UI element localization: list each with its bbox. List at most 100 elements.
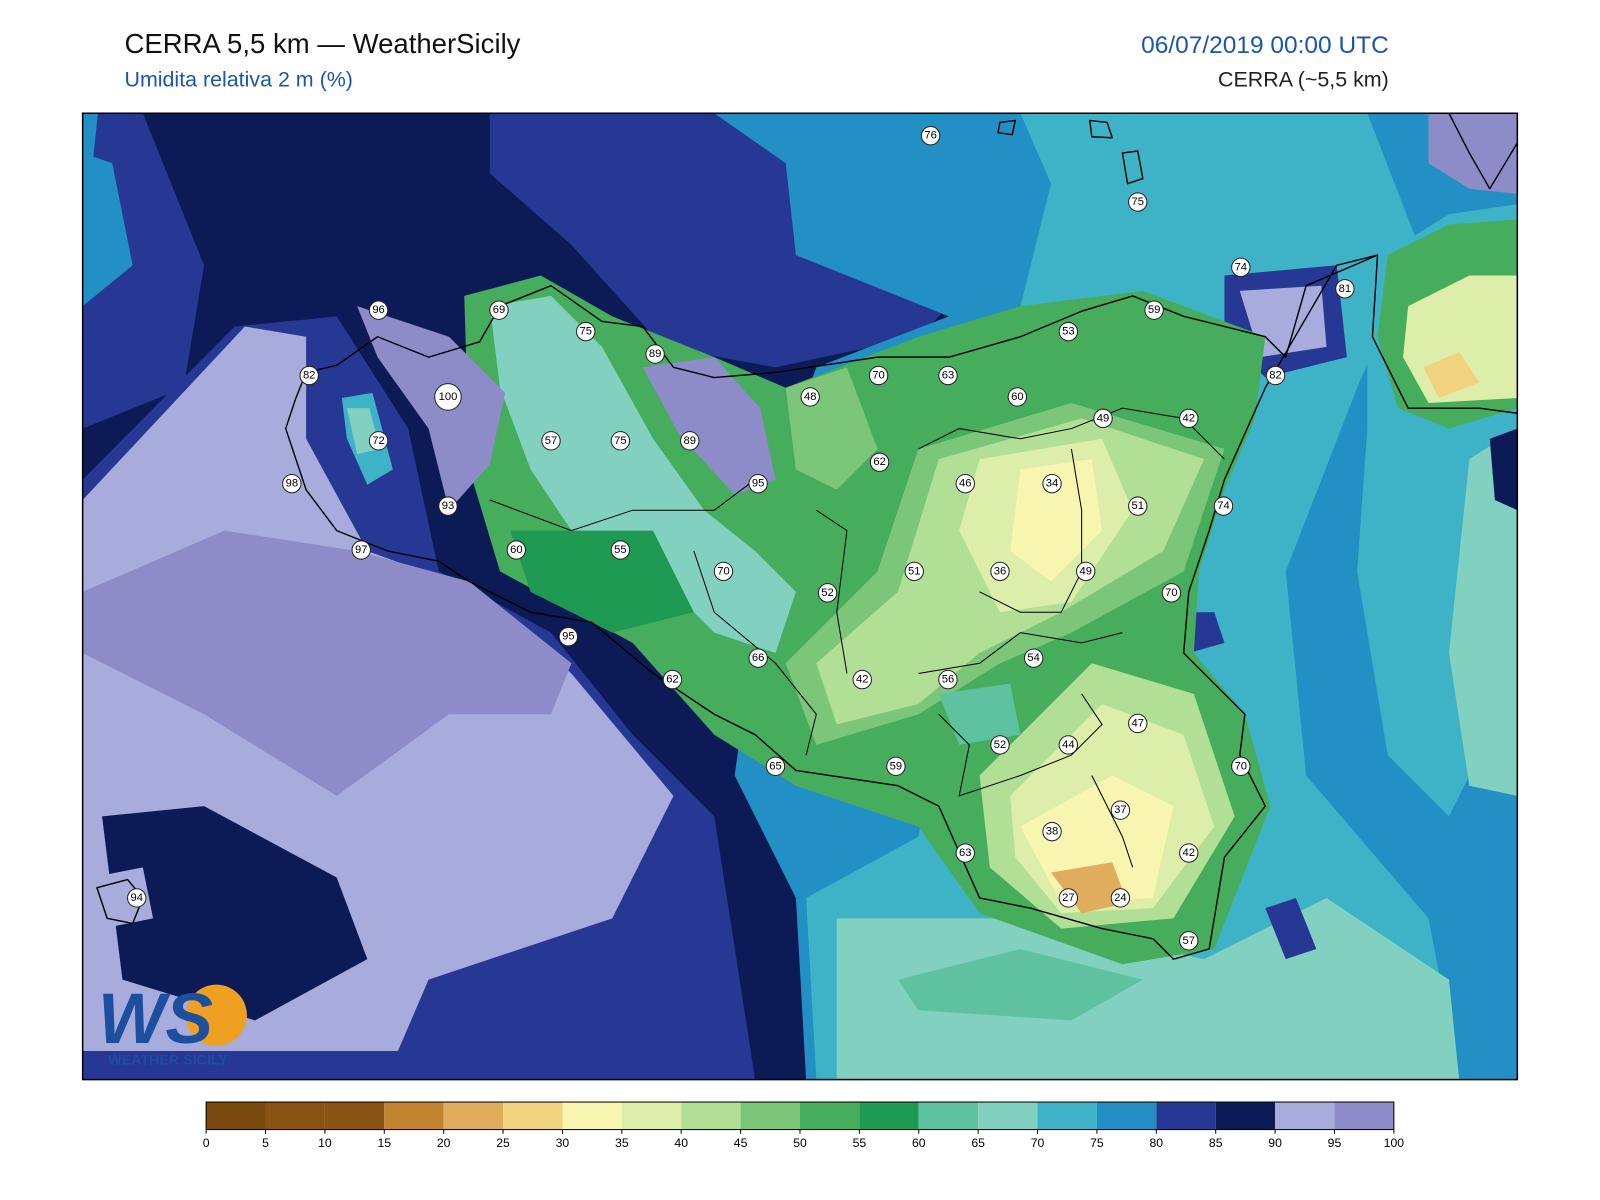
station-value: 93 xyxy=(442,500,454,512)
station-marker xyxy=(1231,257,1251,278)
station-marker xyxy=(1213,496,1234,516)
colorbar-swatch xyxy=(918,1102,979,1130)
station-marker xyxy=(127,888,147,908)
island xyxy=(96,878,144,925)
colorbar-tick-label: 100 xyxy=(1384,1136,1405,1150)
station-value: 63 xyxy=(959,847,971,859)
station-value: 72 xyxy=(372,435,384,447)
field xyxy=(1423,352,1480,398)
station-value: 96 xyxy=(372,304,384,316)
station-value: 42 xyxy=(856,674,868,686)
colorbar-tick-label: 0 xyxy=(203,1136,210,1150)
colorbar-tick-label: 65 xyxy=(971,1136,985,1150)
station-value: 24 xyxy=(1114,892,1126,904)
colorbar-swatch xyxy=(1334,1102,1394,1130)
station-value: 70 xyxy=(1165,587,1177,599)
station-marker xyxy=(1058,735,1079,755)
station-value: 49 xyxy=(1079,565,1091,577)
colorbar: 0 5 10 15 20 25 30 35 40 45 50 55 60 65 70 75 80 85 90 95 10… xyxy=(203,1101,1405,1150)
station-value: 69 xyxy=(493,304,505,316)
station-marker xyxy=(438,496,458,516)
station-value: 36 xyxy=(994,565,1006,577)
colorbar-swatch xyxy=(206,1102,266,1130)
station-marker xyxy=(610,431,631,451)
station-value: 62 xyxy=(666,674,678,686)
station-value: 60 xyxy=(1011,391,1023,403)
station-value: 98 xyxy=(286,478,298,490)
station-value: 81 xyxy=(1339,283,1351,295)
station-value: 70 xyxy=(872,370,884,382)
datetime: 06/07/2019 00:00 UTC xyxy=(1141,32,1389,59)
field xyxy=(1265,897,1317,960)
station-value: 54 xyxy=(1027,652,1039,664)
station-marker xyxy=(282,473,302,494)
station-marker xyxy=(1179,408,1199,429)
colorbar-swatch xyxy=(859,1102,919,1130)
station-value: 97 xyxy=(355,544,367,556)
coastline xyxy=(284,254,1379,960)
station-value: 95 xyxy=(752,478,764,490)
station-value: 65 xyxy=(769,760,781,772)
station-value: 70 xyxy=(1235,760,1247,772)
map-root: CERRA 5,5 km — WeatherSicily Umidita rel… xyxy=(81,28,1519,1150)
colorbar-swatch xyxy=(978,1102,1038,1130)
station-marker xyxy=(1161,583,1182,603)
field xyxy=(1010,459,1103,582)
station-marker xyxy=(990,735,1010,755)
colorbar-tick-label: 85 xyxy=(1209,1136,1223,1150)
map-frame xyxy=(81,112,1519,1081)
field xyxy=(1448,428,1518,796)
station-marker xyxy=(1110,800,1131,820)
field xyxy=(82,113,98,256)
colorbar-swatch xyxy=(621,1102,682,1130)
station-value: 37 xyxy=(1114,804,1126,816)
station-value: 82 xyxy=(1269,370,1281,382)
station-value: 75 xyxy=(614,435,626,447)
station-marker xyxy=(904,561,924,582)
colorbar-tick-label: 25 xyxy=(496,1136,510,1150)
station-marker xyxy=(748,648,768,668)
field xyxy=(1020,775,1174,904)
station-marker xyxy=(489,300,509,320)
station-marker xyxy=(576,321,596,342)
station-value: 52 xyxy=(994,739,1006,751)
station-marker xyxy=(938,365,958,386)
station-value: 95 xyxy=(562,631,574,643)
coastline xyxy=(1371,255,1518,414)
station-marker xyxy=(1058,321,1079,342)
colorbar-tick-label: 50 xyxy=(793,1136,807,1150)
station-marker xyxy=(1007,387,1028,407)
station-marker xyxy=(680,431,700,451)
station-value: 89 xyxy=(649,348,661,360)
field xyxy=(82,153,133,307)
station-marker xyxy=(1128,713,1148,734)
station-value: 89 xyxy=(684,435,696,447)
title: CERRA 5,5 km — WeatherSicily xyxy=(124,28,520,59)
colorbar-tick-label: 60 xyxy=(912,1136,926,1150)
station-value: 47 xyxy=(1132,717,1144,729)
colorbar-swatch xyxy=(740,1102,800,1130)
station-value: 42 xyxy=(1183,412,1195,424)
field xyxy=(510,530,694,633)
station-value: 38 xyxy=(1046,826,1058,838)
model-label: CERRA (~5,5 km) xyxy=(1218,68,1389,92)
logo-mark: WS xyxy=(98,979,213,1059)
station-marker xyxy=(1042,821,1062,842)
colorbar-swatch xyxy=(324,1102,385,1130)
colorbar-tick-label: 80 xyxy=(1150,1136,1164,1150)
field xyxy=(1489,428,1518,511)
station-value: 56 xyxy=(942,674,954,686)
island xyxy=(997,119,1144,185)
station-marker xyxy=(920,126,941,146)
station-marker xyxy=(800,387,820,407)
logo-sun xyxy=(185,984,247,1046)
station-value: 75 xyxy=(579,326,591,338)
colorbar-swatch xyxy=(1096,1102,1157,1130)
station-value: 74 xyxy=(1217,500,1229,512)
colorbar-tick-label: 75 xyxy=(1090,1136,1104,1150)
station-marker xyxy=(1042,473,1062,494)
field xyxy=(82,530,572,796)
station-value: 57 xyxy=(1183,935,1195,947)
station-marker xyxy=(1058,888,1079,908)
station-value: 49 xyxy=(1097,412,1109,424)
